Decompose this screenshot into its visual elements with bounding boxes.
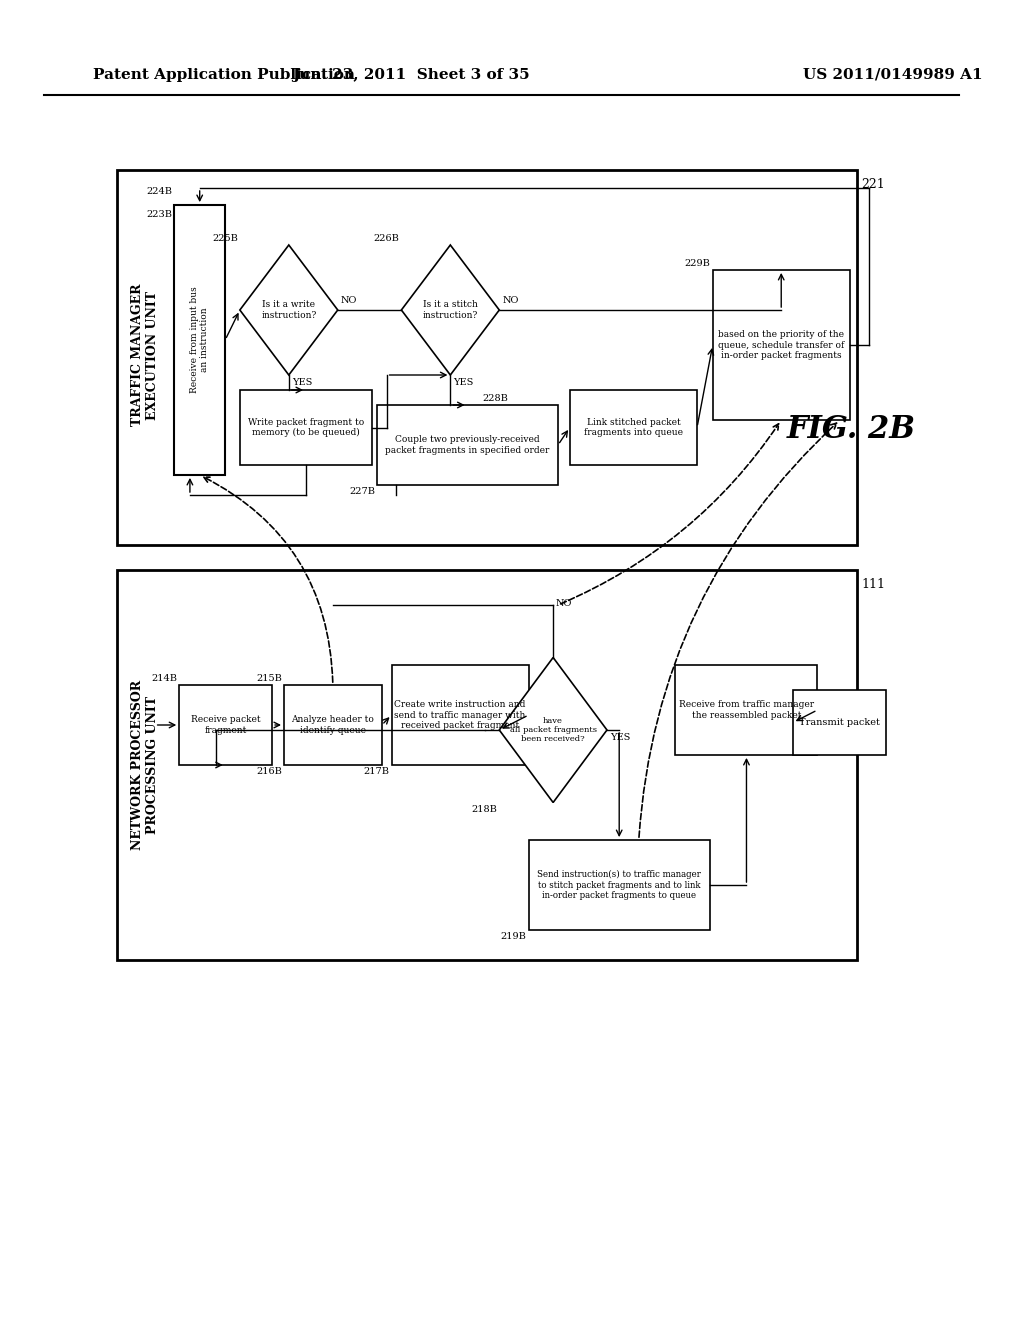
Polygon shape [240,246,338,375]
Text: based on the priority of the
queue, schedule transfer of
in-order packet fragmen: based on the priority of the queue, sche… [718,330,845,360]
Text: Write packet fragment to
memory (to be queued): Write packet fragment to memory (to be q… [248,417,365,437]
Bar [676,665,817,755]
Text: 218B: 218B [471,804,498,813]
Text: TRAFFIC MANAGER
EXECUTION UNIT: TRAFFIC MANAGER EXECUTION UNIT [131,284,159,426]
Polygon shape [500,657,607,803]
Text: NO: NO [502,296,518,305]
Bar [391,665,528,766]
Text: 217B: 217B [364,767,390,776]
Text: 228B: 228B [482,393,508,403]
Text: 111: 111 [861,578,886,591]
Bar [793,690,886,755]
Bar [377,405,558,484]
Text: 224B: 224B [146,187,172,195]
Bar [713,271,850,420]
Text: 216B: 216B [256,767,282,776]
Polygon shape [401,246,500,375]
Text: 223B: 223B [146,210,172,219]
Bar [528,840,710,931]
Text: YES: YES [454,378,474,387]
Text: Receive from traffic manager
the reassembled packet: Receive from traffic manager the reassem… [679,701,814,719]
Bar [179,685,272,766]
Text: Is it a write
instruction?: Is it a write instruction? [261,300,316,319]
Text: have
all packet fragments
been received?: have all packet fragments been received? [510,717,597,743]
Text: Create write instruction and
send to traffic manager with
received packet fragme: Create write instruction and send to tra… [394,700,525,730]
Bar [569,389,697,465]
Text: 225B: 225B [212,234,238,243]
Text: Couple two previously-received
packet fragments in specified order: Couple two previously-received packet fr… [385,436,550,454]
Text: US 2011/0149989 A1: US 2011/0149989 A1 [803,69,982,82]
Text: Is it a stitch
instruction?: Is it a stitch instruction? [423,300,478,319]
Text: NO: NO [341,296,357,305]
Text: 226B: 226B [374,234,399,243]
Text: 219B: 219B [501,932,526,941]
Bar [118,170,857,545]
Text: FIG. 2B: FIG. 2B [787,414,916,446]
Text: Transmit packet: Transmit packet [799,718,880,727]
Text: 229B: 229B [685,259,711,268]
Text: Receive packet
fragment: Receive packet fragment [190,715,260,735]
Text: 214B: 214B [152,675,177,682]
Text: Send instruction(s) to traffic manager
to stitch packet fragments and to link
in: Send instruction(s) to traffic manager t… [538,870,701,900]
Bar [240,389,372,465]
Text: YES: YES [292,378,312,387]
Text: 227B: 227B [349,487,375,496]
Text: Jun. 23, 2011  Sheet 3 of 35: Jun. 23, 2011 Sheet 3 of 35 [293,69,530,82]
Text: Patent Application Publication: Patent Application Publication [93,69,355,82]
Text: Receive from input bus
an instruction: Receive from input bus an instruction [190,286,210,393]
Text: Analyze header to
identify queue: Analyze header to identify queue [292,715,375,735]
Text: 215B: 215B [256,675,282,682]
Bar [174,205,225,475]
Text: YES: YES [610,733,631,742]
Text: 221: 221 [861,178,886,191]
Text: Link stitched packet
fragments into queue: Link stitched packet fragments into queu… [584,418,683,437]
Bar [284,685,382,766]
Bar [118,570,857,960]
Text: NETWORK PROCESSOR
PROCESSING UNIT: NETWORK PROCESSOR PROCESSING UNIT [131,680,159,850]
Text: NO: NO [556,599,572,609]
